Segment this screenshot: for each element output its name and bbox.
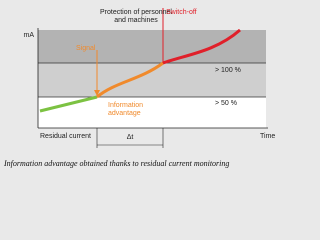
caption: Information advantage obtained thanks to… — [3, 159, 229, 168]
delta-t-label: Δt — [127, 134, 134, 141]
protection-line-1: Protection of personnel — [100, 9, 172, 16]
info-advantage-1: Information — [108, 102, 143, 109]
switch-off-label: Switch-off — [166, 9, 197, 16]
page: Protection of personnel and machines Swi… — [3, 8, 276, 168]
origin-label: Residual current — [40, 133, 91, 140]
x-axis-label: Time — [260, 133, 275, 140]
level-100-label: > 100 % — [215, 67, 241, 74]
curve-warning — [96, 61, 164, 99]
y-axis-label: mA — [24, 32, 35, 39]
info-advantage-2: advantage — [108, 110, 141, 117]
figure: Protection of personnel and machines Swi… — [3, 8, 276, 168]
level-50-label: > 50 % — [215, 100, 237, 107]
curve-fault — [162, 28, 241, 65]
signal-arrow — [94, 90, 100, 96]
curve-normal — [39, 95, 98, 113]
zone-high — [38, 30, 266, 63]
protection-line-2: and machines — [114, 17, 158, 24]
signal-label: Signal — [76, 45, 96, 52]
